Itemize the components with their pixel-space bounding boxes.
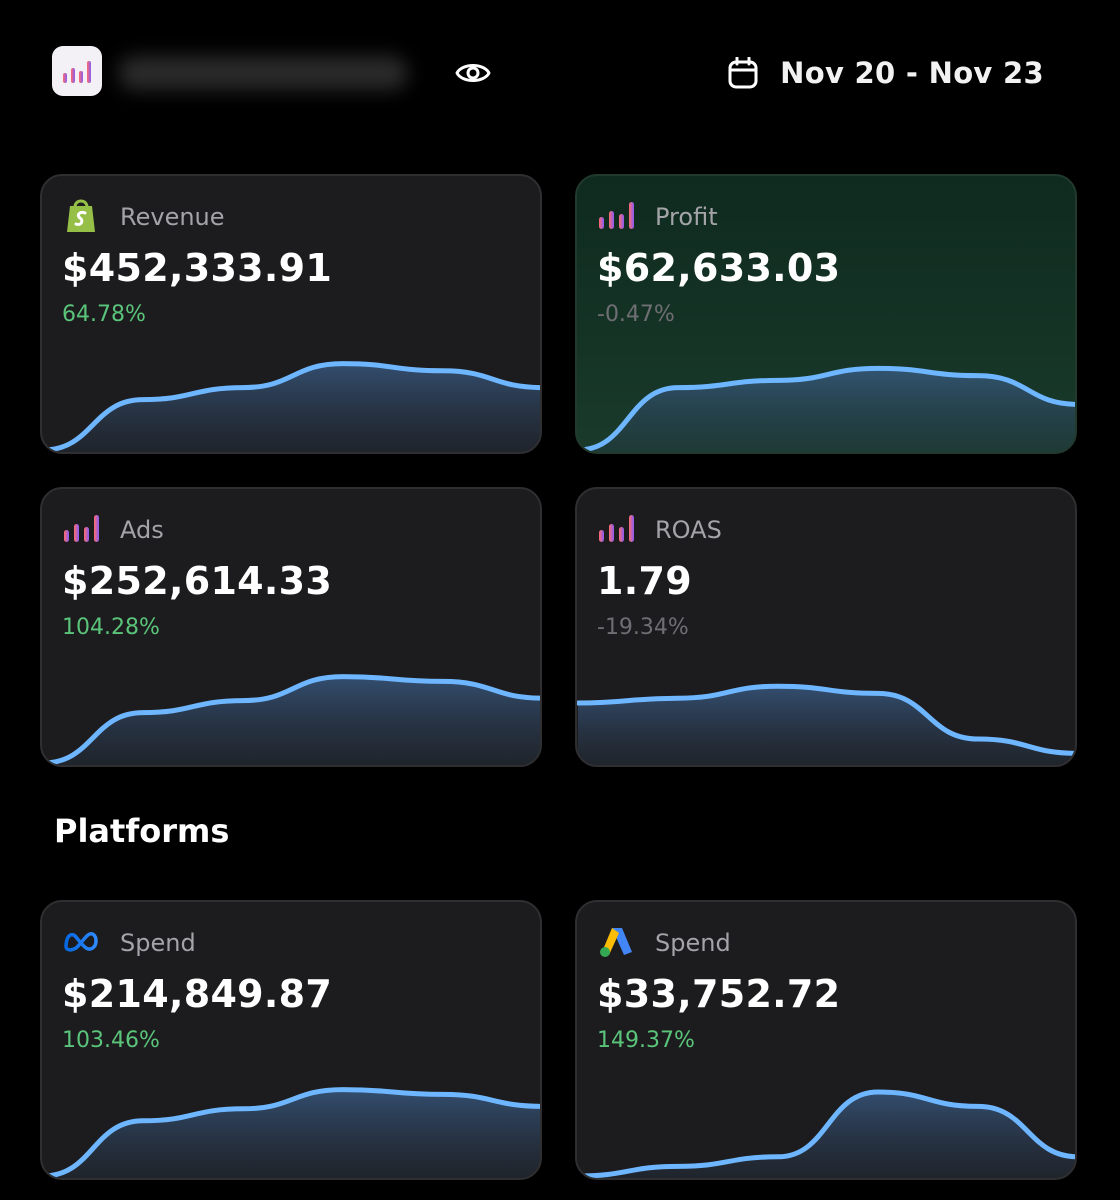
sparkline-line — [42, 361, 540, 452]
ads-sparkline — [42, 674, 540, 765]
card-change: 149.37% — [597, 1028, 695, 1053]
date-range-label: Nov 20 - Nov 23 — [780, 56, 1044, 90]
card-change: 104.28% — [62, 615, 160, 640]
google-ads-spend-card[interactable]: Spend $33,752.72 149.37% — [575, 900, 1077, 1180]
sparkline-line — [42, 674, 540, 765]
roas-sparkline — [577, 683, 1075, 765]
card-label: Spend — [655, 929, 731, 957]
google-ads-icon — [597, 924, 635, 962]
card-change: 103.46% — [62, 1028, 160, 1053]
card-label: Revenue — [120, 203, 225, 231]
bars-icon — [597, 200, 635, 234]
meta-spend-card[interactable]: Spend $214,849.87 103.46% — [40, 900, 542, 1180]
app-logo-icon[interactable] — [52, 46, 102, 96]
roas-card[interactable]: ROAS 1.79 -19.34% — [575, 487, 1077, 767]
card-value: 1.79 — [597, 559, 692, 603]
date-range-button[interactable]: Nov 20 - Nov 23 — [728, 48, 1044, 98]
card-label: Profit — [655, 203, 718, 231]
store-name-redacted — [118, 56, 408, 90]
shopify-icon — [62, 196, 100, 238]
google-ads-spend-sparkline — [577, 1089, 1075, 1178]
header: Nov 20 - Nov 23 — [0, 0, 1120, 150]
calendar-icon — [728, 57, 758, 89]
meta-icon — [62, 929, 100, 957]
sparkline-area — [43, 1089, 540, 1178]
revenue-card[interactable]: Revenue $452,333.91 64.78% — [40, 174, 542, 454]
profit-card[interactable]: Profit $62,633.03 -0.47% — [575, 174, 1077, 454]
revenue-sparkline — [42, 361, 540, 452]
sparkline-area — [43, 676, 540, 765]
meta-spend-sparkline — [42, 1087, 540, 1178]
card-change: -19.34% — [597, 615, 689, 640]
card-value: $62,633.03 — [597, 246, 841, 290]
sparkline-line — [577, 1089, 1075, 1178]
ads-card[interactable]: Ads $252,614.33 104.28% — [40, 487, 542, 767]
card-value: $252,614.33 — [62, 559, 333, 603]
card-label: ROAS — [655, 516, 722, 544]
sparkline-line — [577, 683, 1075, 756]
card-value: $33,752.72 — [597, 972, 841, 1016]
sparkline-line — [577, 365, 1075, 452]
eye-icon[interactable] — [452, 52, 494, 94]
profit-sparkline — [577, 365, 1075, 452]
card-change: -0.47% — [597, 302, 675, 327]
card-value: $214,849.87 — [62, 972, 333, 1016]
bars-icon — [62, 513, 100, 547]
sparkline-area — [578, 368, 1075, 452]
sparkline-line — [42, 1087, 540, 1178]
card-label: Ads — [120, 516, 164, 544]
sparkline-area — [578, 686, 1075, 765]
card-value: $452,333.91 — [62, 246, 333, 290]
card-label: Spend — [120, 929, 196, 957]
card-change: 64.78% — [62, 302, 146, 327]
bars-icon — [597, 513, 635, 547]
sparkline-area — [43, 363, 540, 452]
platforms-title: Platforms — [54, 812, 230, 850]
sparkline-area — [578, 1092, 1075, 1178]
